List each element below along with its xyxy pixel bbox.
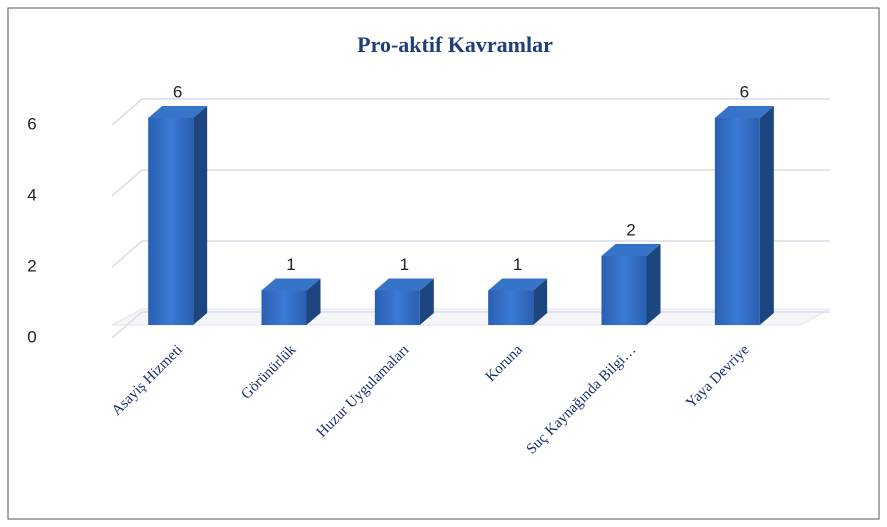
bar bbox=[601, 256, 647, 325]
value-label: 1 bbox=[286, 255, 295, 274]
value-label: 6 bbox=[740, 82, 749, 101]
bar-side bbox=[419, 278, 434, 325]
grid-line bbox=[111, 169, 830, 197]
grid-line bbox=[111, 311, 830, 339]
y-tick-label: 2 bbox=[27, 256, 36, 275]
bar-top bbox=[374, 278, 434, 291]
grid-line bbox=[111, 98, 830, 126]
value-label: 6 bbox=[173, 82, 182, 101]
bar bbox=[714, 118, 760, 325]
bar-side bbox=[306, 278, 321, 325]
bar-side bbox=[759, 106, 774, 325]
bar bbox=[261, 290, 307, 325]
bar-top bbox=[261, 278, 321, 291]
bar bbox=[374, 290, 420, 325]
bar-side bbox=[193, 106, 208, 325]
bar-top bbox=[714, 106, 774, 118]
bar bbox=[488, 290, 534, 325]
value-label: 2 bbox=[626, 220, 635, 239]
bar-side bbox=[533, 278, 548, 325]
bar bbox=[148, 118, 194, 325]
bar-top bbox=[601, 244, 661, 256]
chart-title: Pro-aktif Kavramlar bbox=[357, 32, 553, 57]
y-tick-label: 4 bbox=[27, 185, 36, 204]
value-label: 1 bbox=[400, 255, 409, 274]
y-tick-label: 6 bbox=[27, 114, 36, 133]
bar-top bbox=[488, 278, 548, 291]
bar-top bbox=[148, 106, 208, 118]
y-tick-label: 0 bbox=[27, 327, 36, 346]
grid-line bbox=[111, 240, 830, 268]
value-label: 1 bbox=[513, 255, 522, 274]
bar-side bbox=[646, 244, 661, 325]
